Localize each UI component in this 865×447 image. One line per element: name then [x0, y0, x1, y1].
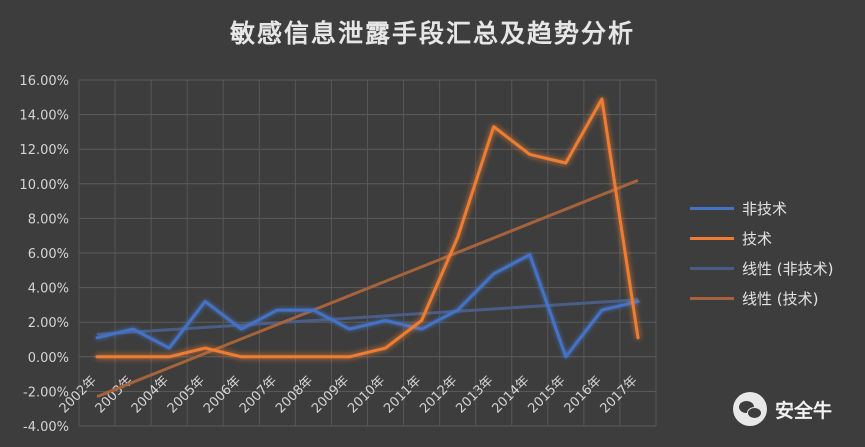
y-tick-label: 8.00%	[28, 212, 69, 227]
legend-swatch	[690, 206, 734, 210]
chart-title: 敏感信息泄露手段汇总及趋势分析	[229, 19, 635, 48]
x-axis-tick-labels: 2002年2003年2004年2005年2006年2007年2008年2009年…	[57, 373, 641, 416]
x-tick-label: 2008年	[273, 373, 316, 416]
legend-item-trend-0: 线性 (非技术)	[690, 253, 833, 283]
series-line	[95, 253, 640, 359]
legend: 非技术 技术 线性 (非技术) 线性 (技术)	[690, 193, 833, 313]
legend-swatch	[690, 236, 734, 240]
y-tick-label: 10.00%	[19, 178, 69, 193]
legend-item-trend-1: 线性 (技术)	[690, 283, 833, 313]
y-tick-label: -4.00%	[23, 420, 69, 435]
trendline	[96, 178, 639, 398]
y-tick-label: 6.00%	[28, 247, 69, 262]
legend-swatch	[690, 266, 734, 270]
x-tick-label: 2013年	[453, 373, 496, 416]
x-tick-label: 2011年	[381, 373, 424, 416]
legend-label: 技术	[742, 229, 773, 248]
y-tick-label: 12.00%	[19, 143, 69, 158]
legend-item-series-1: 技术	[690, 223, 833, 253]
y-tick-label: 0.00%	[28, 351, 69, 366]
x-tick-label: 2010年	[345, 373, 388, 416]
y-tick-label: 16.00%	[19, 74, 69, 89]
x-tick-label: 2015年	[525, 373, 568, 416]
x-tick-label: 2014年	[489, 373, 532, 416]
x-tick-label: 2005年	[165, 373, 208, 416]
x-tick-label: 2017年	[598, 373, 641, 416]
watermark: 安全牛	[733, 392, 832, 426]
y-tick-label: -2.00%	[23, 385, 69, 400]
legend-label: 线性 (非技术)	[742, 259, 834, 278]
legend-label: 线性 (技术)	[742, 289, 819, 308]
y-tick-label: 14.00%	[19, 109, 69, 124]
x-tick-label: 2007年	[237, 373, 280, 416]
legend-swatch	[690, 296, 734, 300]
series-lines	[95, 97, 640, 359]
x-tick-label: 2012年	[417, 373, 460, 416]
legend-item-series-0: 非技术	[690, 193, 833, 223]
watermark-text: 安全牛	[775, 399, 833, 422]
wechat-icon	[733, 392, 767, 426]
y-tick-label: 4.00%	[28, 282, 69, 297]
y-tick-label: 2.00%	[28, 316, 69, 331]
series-line	[95, 97, 640, 359]
legend-label: 非技术	[742, 199, 788, 218]
x-tick-label: 2006年	[201, 373, 244, 416]
x-tick-label: 2016年	[562, 373, 605, 416]
x-tick-label: 2009年	[309, 373, 352, 416]
gridlines	[78, 79, 657, 427]
y-axis-tick-labels: -4.00% -2.00% 0.00% 2.00% 4.00% 6.00% 8.00% 10.…	[19, 74, 69, 435]
